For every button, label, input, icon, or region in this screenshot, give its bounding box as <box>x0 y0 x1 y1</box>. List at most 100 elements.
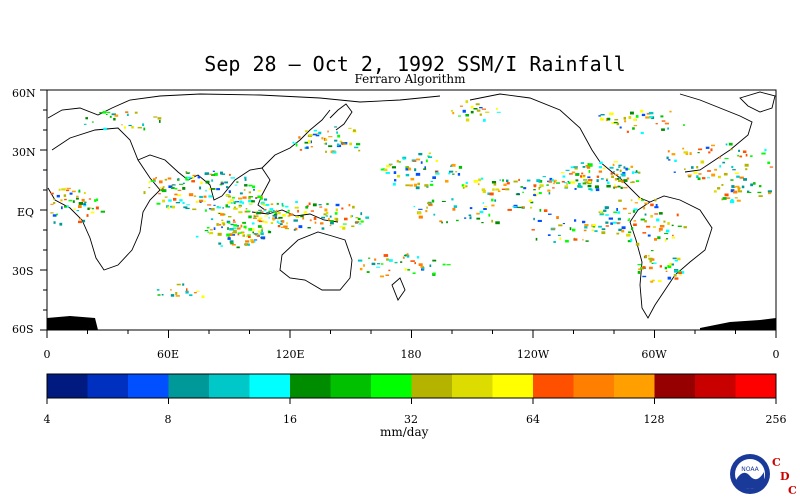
rain-cell <box>622 171 626 175</box>
rain-cell <box>463 185 468 188</box>
rain-cell <box>432 259 437 262</box>
rain-cell <box>233 207 238 210</box>
rain-cell <box>232 231 237 234</box>
rain-cell <box>282 214 286 217</box>
rain-cell <box>588 170 591 173</box>
rain-cell <box>435 159 439 162</box>
rain-cell <box>318 131 322 135</box>
rain-cell <box>603 209 607 212</box>
rain-cell <box>533 189 536 191</box>
rain-cell <box>711 144 715 147</box>
rain-cell <box>265 204 270 206</box>
rain-cell <box>324 138 328 141</box>
rain-cell <box>452 207 456 211</box>
rain-cell <box>649 116 653 118</box>
rain-cell <box>409 184 413 187</box>
rain-cell <box>383 168 388 172</box>
rain-cell <box>394 261 398 264</box>
rain-cell <box>617 185 621 188</box>
rain-cell <box>359 267 363 271</box>
colorbar-tick-label: 128 <box>644 413 665 426</box>
logo-letter: D <box>780 470 790 483</box>
rain-cell <box>174 187 178 190</box>
rain-cell <box>634 202 638 204</box>
rain-cell <box>459 105 463 107</box>
rain-cell <box>623 187 628 189</box>
rain-cell <box>236 225 240 227</box>
rain-cell <box>641 199 645 201</box>
rain-cell <box>668 159 671 161</box>
rain-cell <box>306 146 309 149</box>
rain-cell <box>191 180 195 183</box>
rain-cell <box>297 209 299 213</box>
rain-cell <box>441 200 446 202</box>
rain-cell <box>374 258 377 261</box>
rain-cell <box>304 130 308 133</box>
rain-cell <box>207 204 212 206</box>
rain-cell <box>175 292 178 295</box>
rain-cell <box>535 237 538 241</box>
latitude-axis: 60N 30N EQ 30S 60S <box>12 87 36 336</box>
rain-cell <box>648 111 654 115</box>
rain-cell <box>56 213 59 216</box>
rain-cell <box>105 114 108 115</box>
rain-cell <box>259 211 264 213</box>
rain-cell <box>497 190 501 192</box>
rain-cell <box>251 200 255 203</box>
rain-cell <box>228 216 232 218</box>
rain-cell <box>722 197 727 200</box>
map-frame <box>46 89 777 331</box>
rain-cell <box>325 142 327 145</box>
rain-cell <box>393 171 397 174</box>
rain-cell <box>225 204 228 208</box>
rain-cell <box>253 216 256 218</box>
rain-cell <box>334 212 338 215</box>
rain-cell <box>199 186 202 190</box>
rain-cell <box>137 126 142 129</box>
rain-cell <box>623 166 626 169</box>
rain-cell <box>232 197 235 199</box>
rain-cell <box>582 182 587 185</box>
rain-cell <box>248 196 253 198</box>
rain-cell <box>164 196 168 198</box>
rain-cell <box>334 139 338 142</box>
rain-cell <box>348 127 352 129</box>
rain-cell <box>275 209 278 212</box>
rain-cell <box>58 188 61 191</box>
rain-cell <box>680 271 685 274</box>
rain-cell <box>744 163 749 167</box>
rain-cell <box>569 173 573 175</box>
rain-cell <box>220 245 223 247</box>
rain-cell <box>661 120 666 122</box>
rain-cell <box>626 130 629 133</box>
rain-cell <box>73 208 76 210</box>
rain-cell <box>481 108 486 110</box>
rain-cell <box>161 189 167 193</box>
rain-cell <box>157 294 161 296</box>
rain-cell <box>258 217 263 220</box>
rain-cell <box>213 227 216 230</box>
rain-cell <box>325 150 327 153</box>
rain-cell <box>253 188 255 191</box>
rain-cell <box>79 218 82 220</box>
rain-cell <box>308 140 311 144</box>
rain-cell <box>549 177 553 181</box>
rain-cell <box>313 129 317 132</box>
rain-cell <box>631 227 634 230</box>
rain-cell <box>332 151 337 154</box>
rain-cell <box>252 185 256 189</box>
rain-cell <box>150 180 154 182</box>
rain-cell <box>732 169 736 171</box>
rain-cell <box>245 240 250 243</box>
rain-cell <box>583 229 587 232</box>
rain-cell <box>176 283 181 286</box>
rain-cell <box>746 191 752 193</box>
rain-cell <box>354 146 359 149</box>
rain-cell <box>587 180 591 184</box>
rain-cell <box>735 185 740 188</box>
rain-cell <box>646 112 651 115</box>
colorbar-swatch <box>371 374 412 398</box>
rain-cell <box>620 186 623 189</box>
rain-cell <box>179 183 184 185</box>
rain-cell <box>539 208 542 212</box>
